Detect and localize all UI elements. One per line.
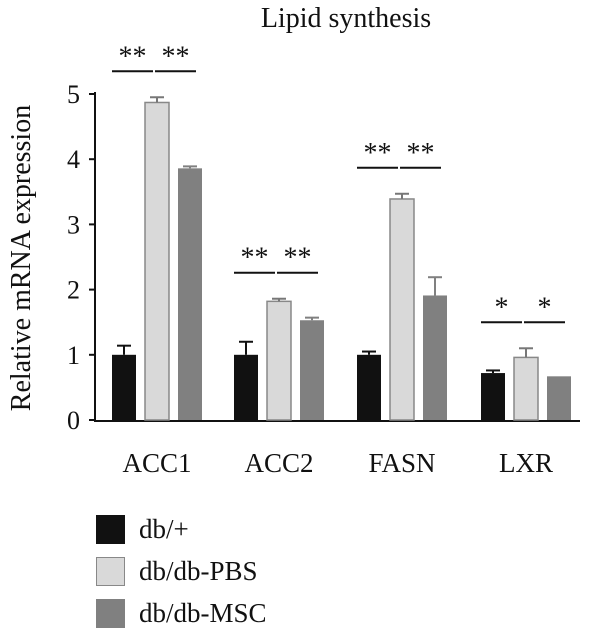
bar bbox=[357, 354, 381, 420]
bar bbox=[300, 320, 324, 420]
y-axis-label: Relative mRNA expression bbox=[6, 105, 37, 411]
x-tick-label: FASN bbox=[368, 448, 435, 478]
bar bbox=[389, 198, 415, 421]
x-tick-label: ACC1 bbox=[122, 448, 191, 478]
bar bbox=[234, 354, 258, 420]
bar bbox=[547, 376, 571, 420]
significance-label: ** bbox=[241, 243, 269, 274]
legend-label: db/+ bbox=[139, 513, 189, 544]
legend-label: db/db-PBS bbox=[139, 555, 258, 586]
legend-label: db/db-MSC bbox=[139, 597, 267, 628]
bar bbox=[144, 101, 170, 421]
bar bbox=[513, 356, 539, 421]
significance-label: ** bbox=[407, 138, 435, 169]
legend-item: db/db-MSC bbox=[96, 592, 267, 634]
significance-label: ** bbox=[119, 41, 147, 72]
chart-title: Lipid synthesis bbox=[261, 3, 431, 34]
x-tick-label: ACC2 bbox=[244, 448, 313, 478]
significance-label: ** bbox=[284, 243, 312, 274]
bar bbox=[112, 354, 136, 420]
bars bbox=[112, 101, 571, 421]
significance-label: ** bbox=[364, 138, 392, 169]
bar bbox=[178, 168, 202, 420]
bar bbox=[423, 295, 447, 420]
legend-item: db/db-PBS bbox=[96, 550, 267, 592]
error-bars bbox=[117, 96, 533, 374]
legend: db/+ db/db-PBS db/db-MSC bbox=[96, 508, 267, 634]
y-tick-label: 2 bbox=[67, 276, 80, 305]
y-tick-label: 0 bbox=[67, 406, 80, 435]
x-tick-labels: ACC1 ACC2 FASN LXR bbox=[122, 448, 553, 478]
y-tick-label: 3 bbox=[67, 210, 80, 239]
significance-label: ** bbox=[162, 41, 190, 72]
y-tick-label: 5 bbox=[67, 80, 80, 109]
bar bbox=[266, 300, 292, 421]
y-tick-label: 1 bbox=[67, 341, 80, 370]
significance-label: * bbox=[538, 292, 552, 323]
legend-swatch-db-db-pbs bbox=[96, 556, 125, 586]
legend-swatch-db-plus bbox=[96, 514, 125, 544]
bar bbox=[481, 373, 505, 420]
bar-chart: Lipid synthesis Relative mRNA expression… bbox=[6, 3, 580, 478]
significance-marks: ** **** **** *** * bbox=[112, 41, 565, 324]
x-tick-label: LXR bbox=[499, 448, 553, 478]
significance-label: * bbox=[495, 292, 509, 323]
legend-swatch-db-db-msc bbox=[96, 598, 125, 628]
y-ticks: 0 1 2 3 4 5 bbox=[67, 80, 95, 435]
y-tick-label: 4 bbox=[67, 145, 80, 174]
legend-item: db/+ bbox=[96, 508, 267, 550]
